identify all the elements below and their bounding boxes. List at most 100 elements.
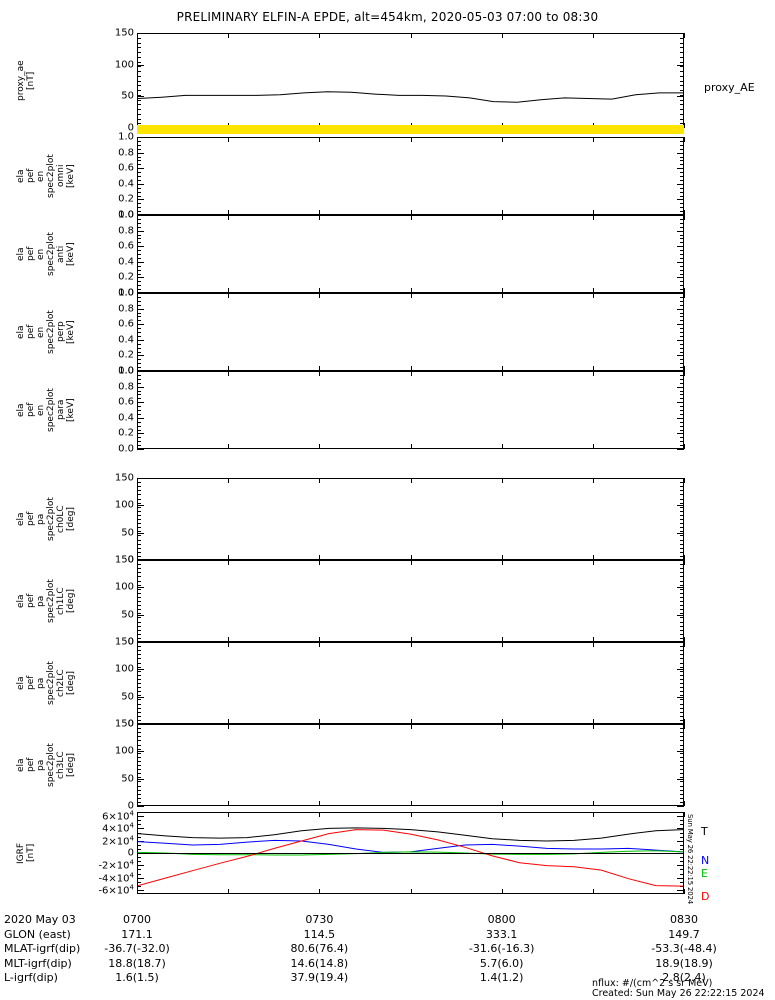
yminortick xyxy=(680,52,684,53)
yminortick xyxy=(137,675,141,676)
yminortick xyxy=(137,262,141,263)
ytick-pa-ch2lc-1: 50 xyxy=(121,691,134,703)
xtickmark xyxy=(411,555,412,560)
xtickmark xyxy=(684,724,685,729)
yminortick xyxy=(137,816,141,817)
axis-row-value-3-3: 2.8(2.4) xyxy=(662,971,706,984)
yminortick xyxy=(137,544,141,545)
yminortick xyxy=(680,511,684,512)
yminortick xyxy=(680,609,684,610)
yminortick xyxy=(137,100,141,101)
yminortick xyxy=(680,149,684,150)
xtickmark xyxy=(137,889,138,894)
ylabel-pa-ch2lc: ela pef pa spec2plot ch2LC [deg] xyxy=(16,661,76,705)
yminortick xyxy=(680,683,684,684)
yminortick xyxy=(680,704,684,705)
ytickmark xyxy=(137,33,144,34)
ytickmark xyxy=(677,371,684,372)
ylabel-pa-ch1lc: ela pef pa spec2plot ch1LC [deg] xyxy=(16,579,76,623)
xtickmark xyxy=(411,366,412,371)
yminortick xyxy=(680,540,684,541)
yminortick xyxy=(137,732,141,733)
trace-N xyxy=(138,839,683,853)
yminortick xyxy=(680,114,684,115)
panel-en-perp xyxy=(137,293,684,371)
yminortick xyxy=(137,289,141,290)
yminortick xyxy=(680,749,684,750)
yminortick xyxy=(137,824,141,825)
yminortick xyxy=(137,886,141,887)
yminortick xyxy=(680,790,684,791)
ytick-en-para-2: 0.4 xyxy=(118,412,134,424)
yminortick xyxy=(137,199,141,200)
yminortick xyxy=(137,406,141,407)
yminortick xyxy=(680,391,684,392)
yminortick xyxy=(680,262,684,263)
xtickmark xyxy=(319,137,320,142)
ytick-en-perp-2: 0.4 xyxy=(118,334,134,346)
yminortick xyxy=(137,849,141,850)
yminortick xyxy=(137,172,141,173)
yminortick xyxy=(680,211,684,212)
yminortick xyxy=(137,781,141,782)
yminortick xyxy=(680,716,684,717)
ytickmark xyxy=(677,33,684,34)
ytickmark xyxy=(677,724,684,725)
ytick-pa-ch2lc-0: 0 xyxy=(127,718,134,730)
xtickmark xyxy=(411,801,412,806)
xtickmark xyxy=(411,478,412,483)
ytick-pa-ch2lc-3: 150 xyxy=(114,636,134,648)
xtickmark xyxy=(319,560,320,565)
yminortick xyxy=(137,882,141,883)
yminortick xyxy=(137,663,141,664)
axis-row-label-1: MLAT-igrf(dip) xyxy=(4,942,81,955)
yminortick xyxy=(137,572,141,573)
xtickmark xyxy=(137,215,138,220)
yminortick xyxy=(680,71,684,72)
yminortick xyxy=(680,531,684,532)
xtickmark xyxy=(319,812,320,817)
axis-row-value-2-1: 14.6(14.8) xyxy=(290,956,349,970)
yminortick xyxy=(680,375,684,376)
yminortick xyxy=(680,328,684,329)
ytickmark xyxy=(677,64,684,66)
axis-row-value-1-2: -31.6(-16.3) xyxy=(468,942,535,955)
xtickmark xyxy=(228,371,229,376)
yminortick xyxy=(137,328,141,329)
xtickmark xyxy=(593,724,594,729)
yminortick xyxy=(137,274,141,275)
yminortick xyxy=(137,153,141,154)
yminortick xyxy=(137,798,141,799)
yminortick xyxy=(680,250,684,251)
yminortick xyxy=(680,355,684,356)
yminortick xyxy=(680,62,684,63)
yminortick xyxy=(680,414,684,415)
yminortick xyxy=(137,794,141,795)
ytick-igrf-3: 0 xyxy=(127,847,134,859)
panel-en-para xyxy=(137,371,684,449)
ytick-pa-ch2lc-2: 100 xyxy=(114,663,134,675)
yminortick xyxy=(680,301,684,302)
yminortick xyxy=(137,552,141,553)
xtickmark xyxy=(593,371,594,376)
xtickmark xyxy=(319,293,320,298)
yminortick xyxy=(137,123,141,124)
xtickmark xyxy=(228,293,229,298)
ytickmark xyxy=(137,532,144,534)
ytickmark xyxy=(137,478,144,479)
yminortick xyxy=(680,168,684,169)
axis-row-value-0-0: 171.1 xyxy=(121,927,153,941)
xtickmark xyxy=(137,812,138,817)
xtick-label-0730: 0730 xyxy=(305,913,334,926)
yminortick xyxy=(137,441,141,442)
xtickmark xyxy=(319,724,320,729)
ytickmark xyxy=(677,560,684,561)
yminortick xyxy=(680,576,684,577)
yminortick xyxy=(680,753,684,754)
legend-item-E: E xyxy=(701,867,708,880)
xtick-label-0700: 0700 xyxy=(123,913,151,926)
yminortick xyxy=(137,227,141,228)
xtickmark xyxy=(411,642,412,647)
yminortick xyxy=(680,781,684,782)
yminortick xyxy=(680,320,684,321)
